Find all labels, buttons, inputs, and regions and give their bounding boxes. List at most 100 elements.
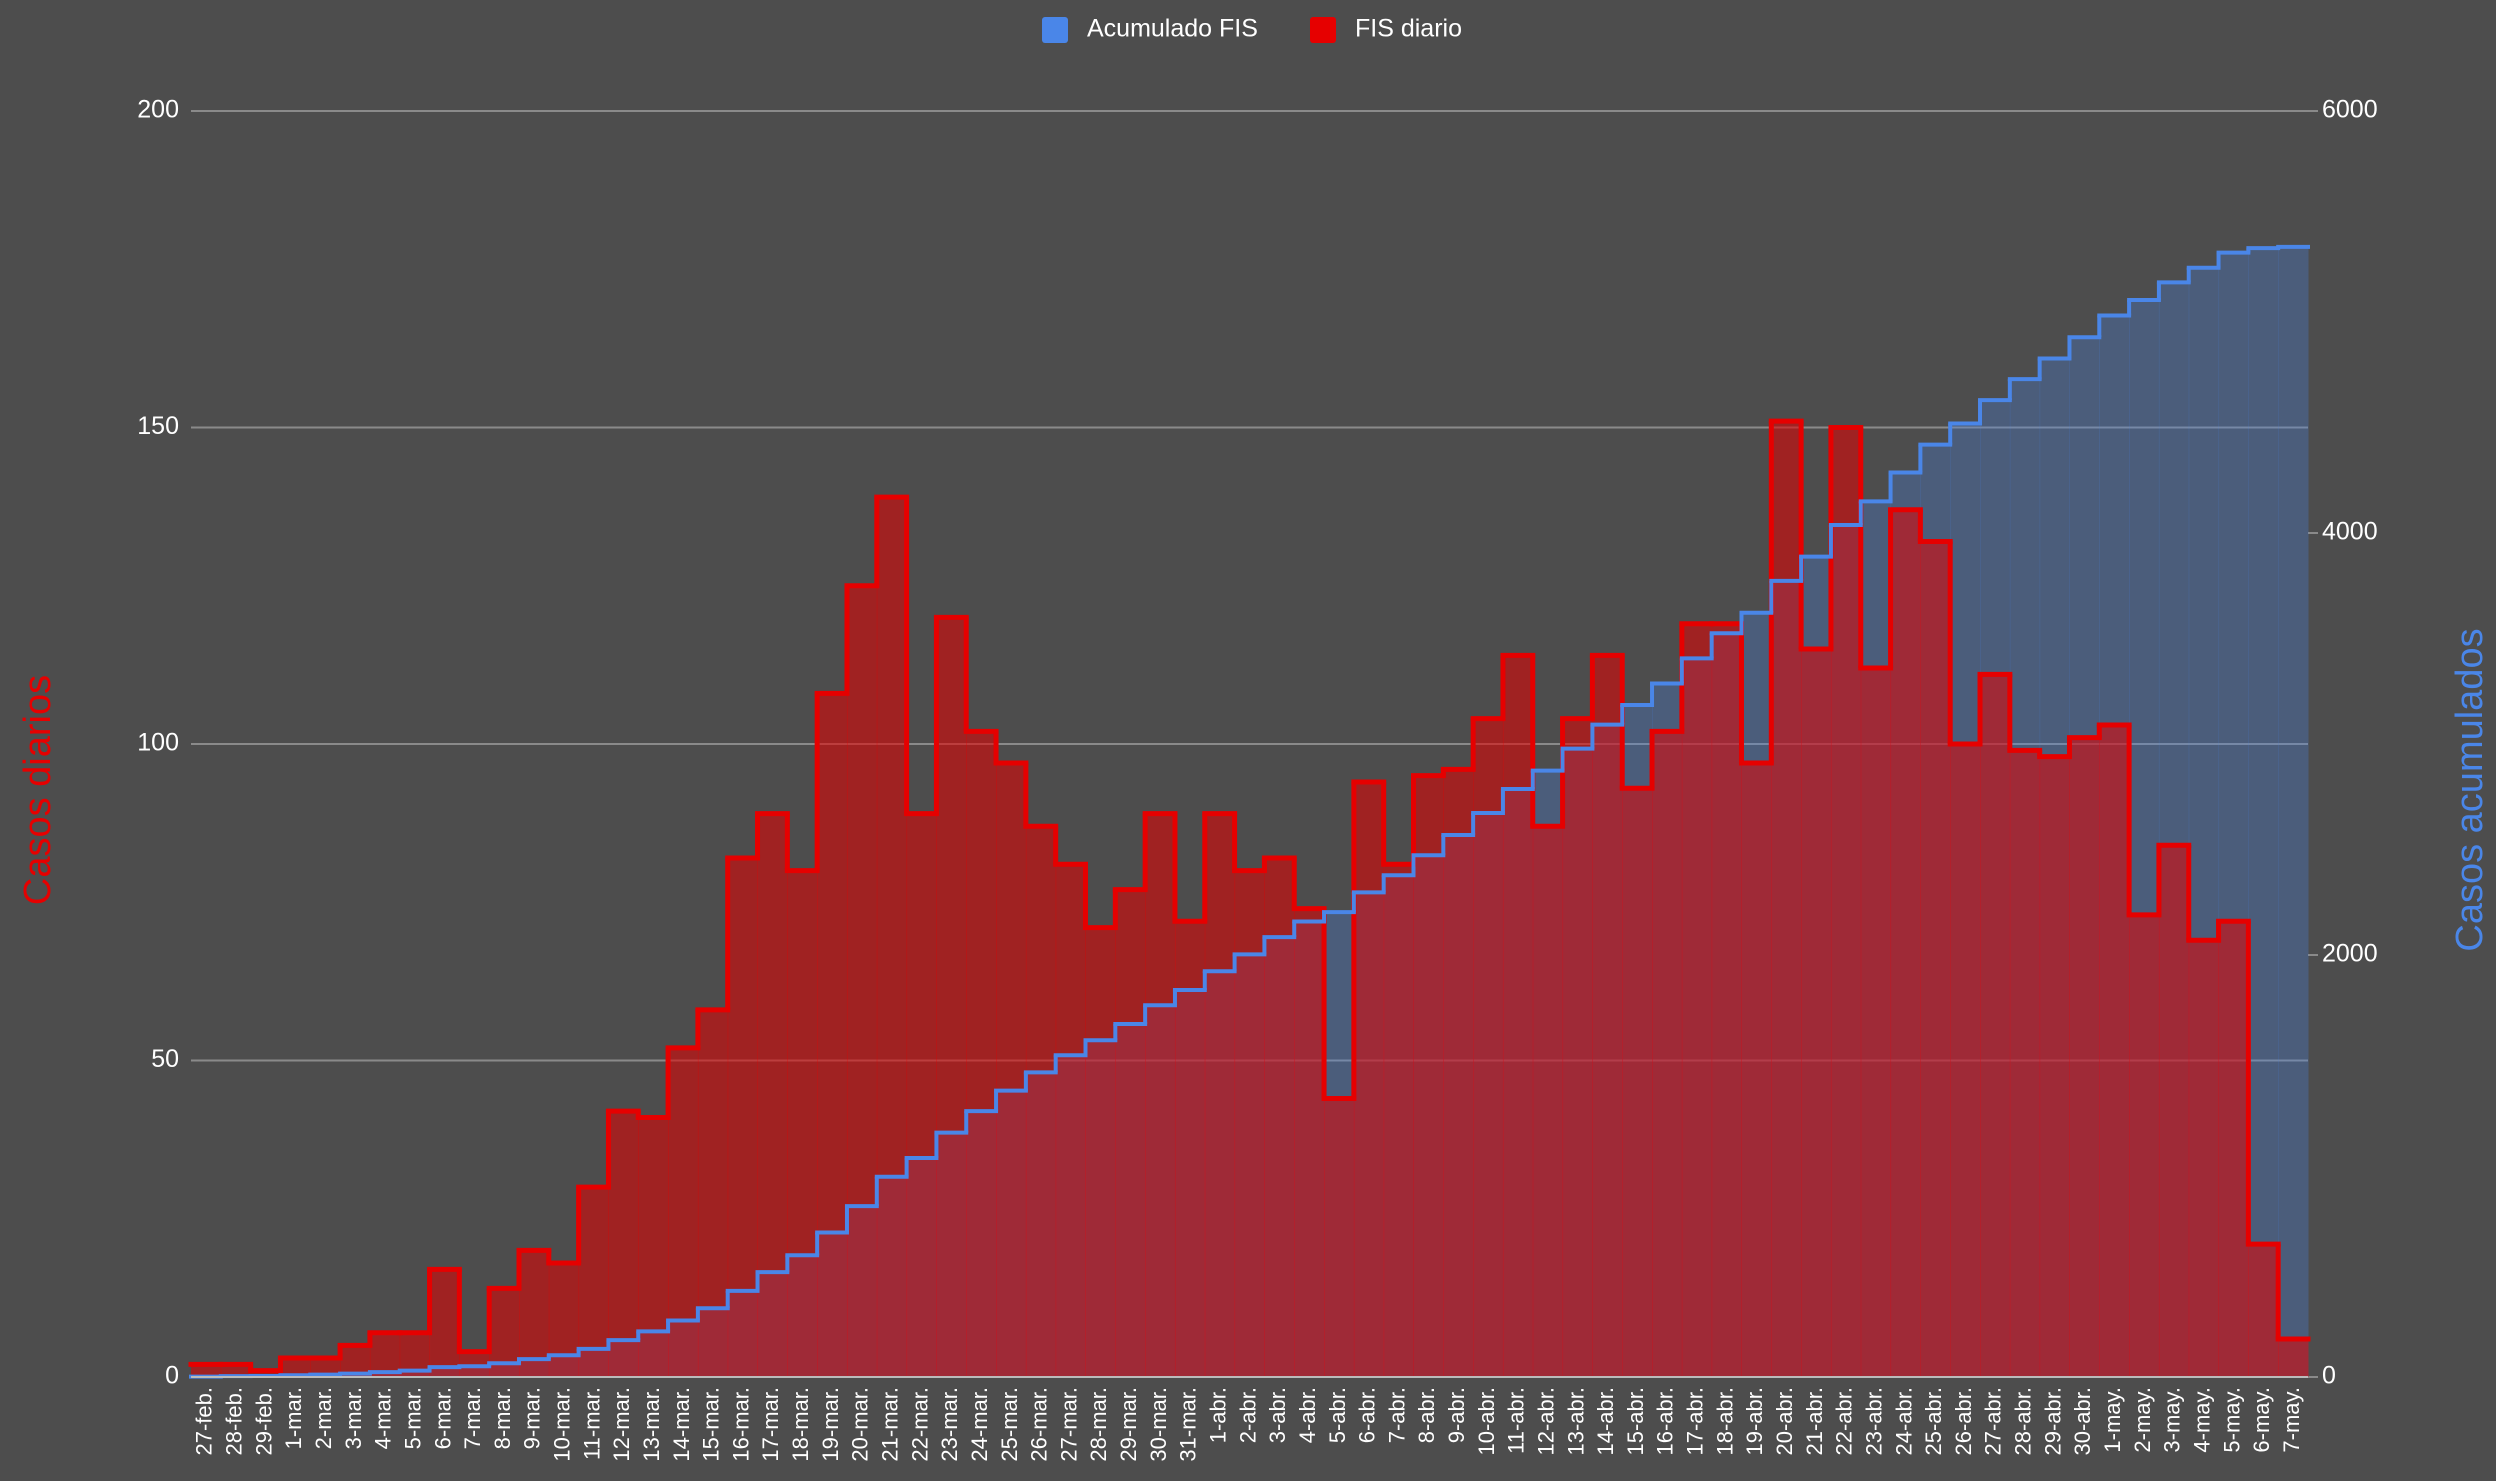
area-step	[787, 870, 818, 1377]
area-step	[1085, 927, 1116, 1377]
x-tick-label: 17-mar.	[758, 1387, 783, 1462]
area-step	[1801, 649, 1832, 1377]
area-step	[906, 813, 937, 1377]
x-tick-label: 6-abr.	[1355, 1387, 1380, 1443]
y-tick-label: 50	[151, 1045, 179, 1073]
x-tick-label: 4-may.	[2189, 1387, 2214, 1453]
area-step	[1830, 427, 1862, 1377]
area-step	[1532, 826, 1564, 1377]
x-tick-label: 3-may.	[2160, 1387, 2185, 1453]
x-tick-label: 17-abr.	[1683, 1387, 1708, 1456]
area-step	[1324, 1098, 1355, 1377]
area-step	[1234, 870, 1265, 1377]
y2-tick-label: 6000	[2322, 96, 2378, 124]
x-tick-label: 31-mar.	[1176, 1387, 1201, 1462]
area-step	[2278, 246, 2309, 1377]
x-tick-label: 27-feb.	[192, 1387, 217, 1456]
x-tick-label: 2-may.	[2130, 1387, 2155, 1453]
x-tick-label: 29-feb.	[251, 1387, 276, 1456]
area-step	[1860, 668, 1892, 1377]
area-step	[1622, 788, 1653, 1377]
area-step	[1294, 908, 1325, 1377]
x-tick-label: 4-mar.	[371, 1387, 396, 1449]
y-axis-title: Casos diarios	[17, 675, 59, 905]
area-step	[2009, 750, 2041, 1377]
x-tick-label: 24-mar.	[967, 1387, 992, 1462]
x-tick-label: 21-abr.	[1802, 1387, 1827, 1456]
area-step	[429, 1269, 460, 1377]
x-tick-label: 18-abr.	[1712, 1387, 1737, 1456]
x-tick-label: 29-abr.	[2040, 1387, 2065, 1456]
x-tick-label: 5-may.	[2219, 1387, 2244, 1453]
x-tick-label: 8-mar.	[490, 1387, 515, 1449]
area-step	[2278, 1339, 2309, 1377]
x-tick-label: 23-abr.	[1861, 1387, 1886, 1456]
area-step	[1711, 623, 1742, 1377]
x-tick-label: 1-abr.	[1205, 1387, 1230, 1443]
x-tick-label: 20-abr.	[1772, 1387, 1797, 1456]
area-step	[220, 1364, 252, 1377]
x-tick-label: 1-mar.	[281, 1387, 306, 1449]
area-step	[1204, 813, 1236, 1377]
y-tick-label: 200	[137, 96, 179, 124]
x-tick-label: 7-may.	[2279, 1387, 2304, 1453]
x-tick-label: 19-mar.	[818, 1387, 843, 1462]
area-step	[996, 762, 1027, 1377]
area-step	[1562, 718, 1593, 1377]
area-step	[1353, 781, 1385, 1377]
x-tick-label: 13-abr.	[1563, 1387, 1588, 1456]
x-tick-label: 28-abr.	[2011, 1387, 2036, 1456]
x-tick-label: 26-abr.	[1951, 1387, 1976, 1456]
area-step	[2188, 940, 2220, 1377]
x-tick-label: 22-mar.	[907, 1387, 932, 1462]
area-step	[757, 813, 788, 1377]
x-tick-label: 2-abr.	[1235, 1387, 1260, 1443]
x-tick-label: 3-mar.	[341, 1387, 366, 1449]
x-tick-label: 11-mar.	[579, 1387, 604, 1460]
area-step	[1055, 864, 1087, 1377]
area-step	[1890, 509, 1921, 1377]
x-tick-label: 10-abr.	[1474, 1387, 1499, 1456]
area-step	[1025, 826, 1057, 1377]
x-tick-label: 24-abr.	[1891, 1387, 1916, 1456]
y-tick-label: 100	[137, 729, 179, 757]
area-step	[310, 1358, 341, 1377]
area-step	[1115, 889, 1146, 1377]
x-tick-label: 30-mar.	[1146, 1387, 1171, 1462]
x-tick-label: 12-mar.	[609, 1387, 634, 1462]
x-tick-label: 15-mar.	[699, 1387, 724, 1462]
x-tick-label: 14-mar.	[669, 1387, 694, 1462]
x-tick-label: 30-abr.	[2070, 1387, 2095, 1456]
area-step	[668, 1047, 699, 1377]
x-tick-label: 20-mar.	[848, 1387, 873, 1462]
area-step	[817, 693, 848, 1377]
x-tick-label: 29-mar.	[1116, 1387, 1141, 1462]
area-step	[1980, 674, 2011, 1377]
area-step	[518, 1250, 550, 1377]
x-tick-label: 14-abr.	[1593, 1387, 1618, 1456]
x-tick-label: 7-mar.	[460, 1387, 485, 1449]
area-step	[578, 1187, 609, 1377]
area-step	[1383, 864, 1414, 1377]
area-step	[1652, 731, 1683, 1377]
y-tick-label: 0	[165, 1362, 179, 1390]
x-tick-label: 26-mar.	[1027, 1387, 1052, 1462]
y2-tick-label: 2000	[2322, 940, 2378, 968]
y2-axis-title: Casos acumulados	[2449, 628, 2491, 951]
x-tick-label: 28-mar.	[1086, 1387, 1111, 1462]
x-tick-label: 10-mar.	[550, 1387, 575, 1462]
area-step	[2099, 725, 2130, 1377]
area-step	[2248, 248, 2279, 1377]
area-step	[876, 497, 908, 1377]
y2-tick-label: 0	[2322, 1362, 2336, 1390]
area-step	[1502, 655, 1534, 1377]
area-step	[1771, 421, 1802, 1377]
x-tick-label: 28-feb.	[222, 1387, 247, 1456]
legend-swatch	[1042, 17, 1068, 43]
y2-tick-label: 4000	[2322, 518, 2378, 546]
area-step	[1145, 813, 1176, 1377]
area-step	[1741, 762, 1772, 1377]
area-step	[1950, 744, 1981, 1377]
area-step	[369, 1332, 401, 1377]
area-step	[1413, 775, 1444, 1377]
